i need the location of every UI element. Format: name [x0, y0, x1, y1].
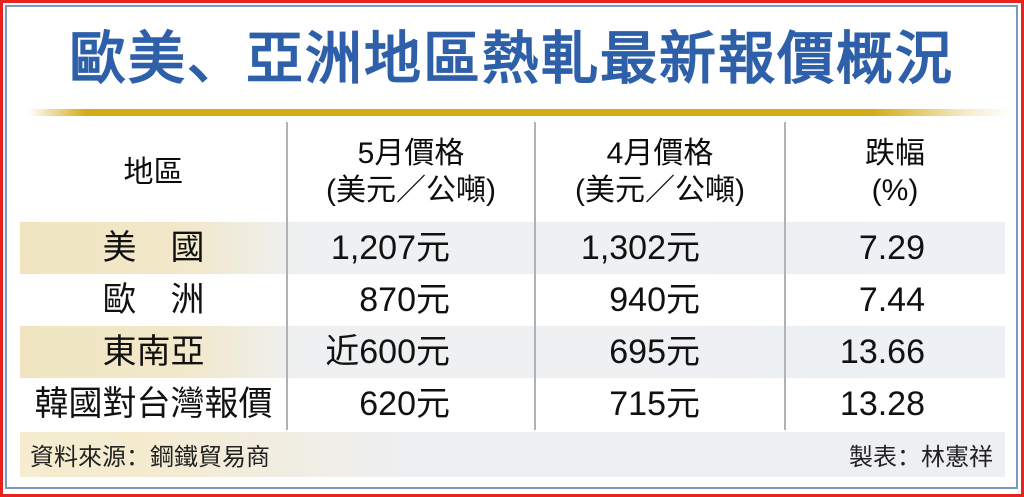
region-cell: 美 國 — [102, 229, 205, 267]
gold-divider-line — [28, 109, 1008, 116]
footer-bar: 資料來源：鋼鐵貿易商 製表：林憲祥 — [20, 432, 1005, 477]
may-price-cell: 620元 — [359, 385, 450, 423]
april-price-cell: 715元 — [609, 385, 700, 423]
column-header-unit: (%) — [871, 174, 919, 207]
table-header-row: 地區 5月價格 (美元／公噸) 4月價格 (美元／公噸) 跌幅 (%) — [20, 122, 1005, 222]
column-header-label: 4月價格 — [606, 137, 714, 170]
april-price-cell: 1,302元 — [580, 229, 700, 267]
column-header-decline: 跌幅 (%) — [785, 135, 1005, 209]
decline-cell: 13.28 — [839, 385, 925, 423]
table-row-europe: 歐 洲 870元 940元 7.44 — [20, 274, 1005, 326]
decline-cell: 7.29 — [858, 229, 925, 267]
column-header-label: 跌幅 — [865, 137, 925, 170]
column-header-unit: (美元／公噸) — [326, 174, 496, 207]
region-cell: 歐 洲 — [102, 281, 205, 319]
may-price-cell: 870元 — [359, 281, 450, 319]
column-divider — [784, 122, 786, 430]
price-table: 地區 5月價格 (美元／公噸) 4月價格 (美元／公噸) 跌幅 (%) 美 國 … — [20, 122, 1005, 430]
column-header-april-price: 4月價格 (美元／公噸) — [535, 135, 785, 209]
table-row-usa: 美 國 1,207元 1,302元 7.29 — [20, 222, 1005, 274]
region-cell: 東南亞 — [102, 333, 205, 371]
april-price-cell: 695元 — [609, 333, 700, 371]
page-title: 歐美、亞洲地區熱軋最新報價概況 — [69, 27, 954, 91]
column-header-unit: (美元／公噸) — [575, 174, 745, 207]
may-price-cell: 近600元 — [325, 333, 450, 371]
may-price-cell: 1,207元 — [330, 229, 450, 267]
table-card: 歐美、亞洲地區熱軋最新報價概況 地區 5月價格 (美元／公噸) 4月價格 (美元… — [5, 5, 1018, 489]
table-row-southeast-asia: 東南亞 近600元 695元 13.66 — [20, 326, 1005, 378]
region-cell: 韓國對台灣報價 — [34, 385, 273, 423]
column-header-may-price: 5月價格 (美元／公噸) — [287, 135, 535, 209]
credit-note: 製表：林憲祥 — [849, 444, 993, 471]
decline-cell: 7.44 — [858, 281, 925, 319]
source-note: 資料來源：鋼鐵貿易商 — [30, 444, 270, 471]
april-price-cell: 940元 — [609, 281, 700, 319]
column-header-region: 地區 — [20, 154, 287, 191]
decline-cell: 13.66 — [839, 333, 925, 371]
column-divider — [286, 122, 288, 430]
column-header-label: 地區 — [123, 155, 184, 189]
column-divider — [534, 122, 536, 430]
table-row-korea-taiwan: 韓國對台灣報價 620元 715元 13.28 — [20, 378, 1005, 430]
column-header-label: 5月價格 — [357, 137, 465, 170]
